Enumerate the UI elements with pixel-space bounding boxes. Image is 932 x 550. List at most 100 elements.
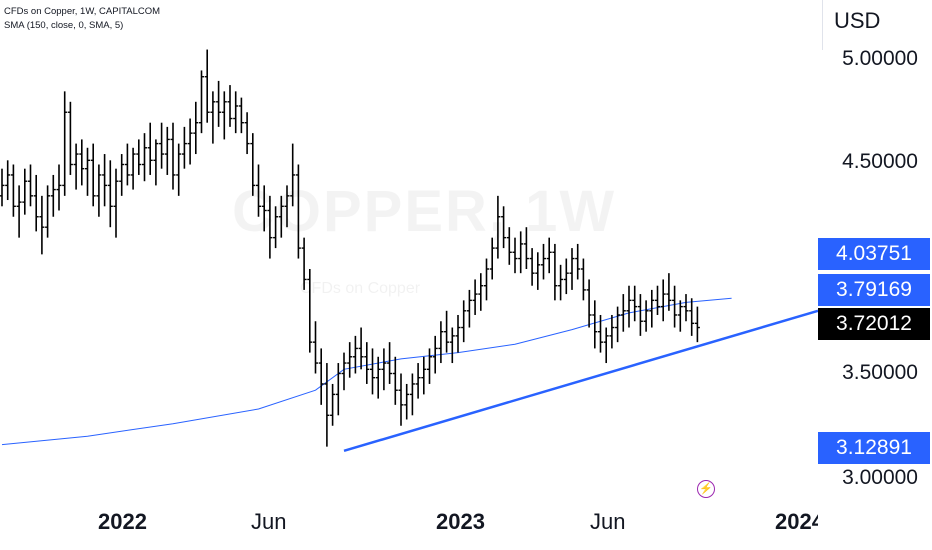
ohlc-bar — [147, 122, 153, 175]
ohlc-bar — [159, 122, 165, 169]
ohlc-bar — [598, 314, 603, 353]
ohlc-bar — [107, 160, 113, 228]
ohlc-bar — [176, 143, 182, 196]
ohlc-bars — [0, 49, 700, 447]
ohlc-bar — [210, 91, 216, 144]
ohlc-bar — [375, 356, 381, 399]
ohlc-bar — [655, 285, 660, 315]
ohlc-bar — [489, 237, 495, 280]
ohlc-bar — [22, 168, 28, 215]
ohlc-bar — [466, 289, 472, 328]
ohlc-bar — [28, 164, 33, 207]
price-tag-last: 3.72012 — [818, 308, 930, 340]
ohlc-bar — [250, 133, 256, 196]
ohlc-bar — [358, 327, 364, 370]
ohlc-bar — [449, 327, 455, 364]
ohlc-bar — [33, 174, 39, 232]
ohlc-bar — [592, 300, 598, 349]
ohlc-bar — [352, 335, 358, 374]
ohlc-bar — [370, 348, 375, 395]
time-label-2023: 2023 — [436, 509, 485, 534]
ohlc-bar — [307, 269, 313, 353]
ohlc-bar — [0, 168, 5, 207]
time-label-jun-2022: Jun — [251, 509, 287, 534]
symbol-watermark: COPPER, 1W — [232, 178, 616, 245]
ohlc-bar — [387, 342, 393, 384]
ohlc-bar — [96, 164, 102, 217]
ohlc-bar — [404, 383, 410, 420]
ohlc-bar — [660, 279, 666, 322]
ohlc-bar — [689, 298, 695, 336]
ohlc-bar — [512, 237, 518, 274]
ohlc-bar — [643, 300, 649, 332]
ohlc-bar — [301, 237, 307, 290]
ohlc-bar — [677, 300, 683, 332]
price-tag-trendline-start: 3.12891 — [818, 432, 930, 464]
ohlc-bar — [79, 139, 85, 186]
ohlc-bar — [563, 258, 569, 295]
ohlc-bar — [244, 112, 250, 155]
ohlc-bar — [330, 383, 336, 426]
time-label-2024: 2024 — [775, 509, 818, 534]
ohlc-bar — [632, 285, 638, 322]
ohlc-bar — [273, 206, 279, 249]
ohlc-bar — [290, 143, 296, 207]
ohlc-bar — [603, 327, 609, 364]
ohlc-bar — [427, 348, 432, 384]
ohlc-bar — [318, 348, 324, 405]
indicator-legend[interactable]: SMA (150, close, 0, SMA, 5) — [4, 20, 124, 31]
ohlc-bar — [484, 258, 489, 301]
ohlc-bar — [506, 227, 512, 265]
chart-title: CFDs on Copper, 1W, CAPITALCOM — [4, 6, 161, 17]
ohlc-bar — [16, 185, 22, 238]
ohlc-bar — [649, 289, 655, 328]
price-axis-label: 3.50000 — [842, 361, 918, 384]
ohlc-bar — [193, 101, 199, 155]
ohlc-bar — [102, 154, 108, 207]
trendline-layer[interactable] — [343, 309, 819, 453]
price-tag-trendline: 3.79169 — [818, 274, 930, 306]
ohlc-bar — [267, 195, 273, 259]
ohlc-bar — [261, 185, 267, 232]
ohlc-bar — [409, 373, 415, 416]
ohlc-bar — [398, 373, 404, 426]
ohlc-bar — [392, 356, 398, 405]
ohlc-bar — [10, 164, 16, 217]
ohlc-bar — [187, 118, 193, 165]
ohlc-bar — [575, 243, 581, 280]
ohlc-bar — [45, 185, 51, 238]
ohlc-bar — [501, 206, 507, 249]
ohlc-bar — [113, 168, 119, 238]
ohlc-bar — [90, 143, 96, 207]
trendline[interactable] — [343, 309, 819, 453]
ohlc-bar — [461, 300, 467, 343]
description-watermark: CFDs on Copper — [300, 280, 421, 297]
ohlc-bar — [683, 294, 689, 322]
ohlc-bar — [472, 279, 478, 315]
ohlc-bar — [204, 49, 210, 123]
ohlc-bar — [73, 143, 79, 190]
ohlc-bar — [694, 306, 700, 343]
ohlc-bar — [50, 174, 56, 217]
ohlc-bar — [518, 231, 524, 274]
ohlc-bar — [455, 314, 461, 353]
ohlc-bar — [85, 147, 90, 196]
ohlc-bar — [535, 252, 541, 290]
lightning-bolt-icon[interactable]: ⚡ — [697, 480, 715, 498]
price-axis-label: 3.00000 — [842, 466, 918, 489]
ohlc-bar — [284, 185, 290, 228]
ohlc-bar — [478, 273, 484, 311]
price-tag-sma: 4.03751 — [818, 238, 930, 270]
ohlc-bar — [130, 147, 136, 190]
ohlc-bar — [615, 306, 621, 343]
ohlc-bar — [238, 97, 244, 134]
ohlc-bar — [67, 101, 73, 175]
currency-label[interactable]: USD — [834, 8, 881, 33]
ohlc-bar — [119, 154, 125, 196]
ohlc-bar — [541, 243, 546, 280]
ohlc-bar — [335, 363, 341, 416]
ohlc-bar — [609, 314, 615, 349]
ohlc-bar — [569, 248, 575, 290]
ohlc-bar — [5, 160, 11, 201]
